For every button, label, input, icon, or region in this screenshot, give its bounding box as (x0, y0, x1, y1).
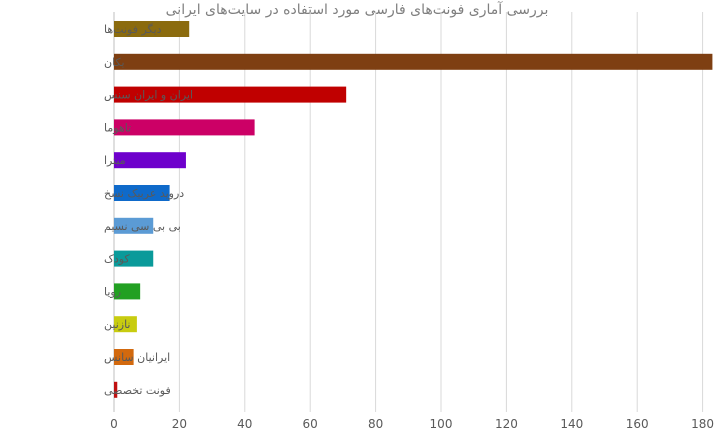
bar (114, 250, 154, 267)
category-label: رویا (104, 285, 121, 298)
x-tick-label: 0 (110, 417, 118, 431)
category-label: یکان (104, 56, 125, 69)
bars (114, 21, 713, 398)
category-label: کودک (104, 253, 130, 266)
category-label: دروید عربیک نسخ (104, 187, 184, 200)
category-labels: دیگر فونت‌ها یکان ایران و ایران سنس تاهوما م… (104, 23, 193, 397)
category-label: ایران و ایران سنس (104, 89, 193, 102)
x-tick-label: 120 (495, 417, 518, 431)
bar (114, 217, 154, 234)
bar (114, 53, 713, 70)
bar (114, 316, 137, 333)
bar (114, 119, 255, 136)
category-label: نازنین (104, 318, 130, 331)
bar (114, 152, 186, 169)
x-tick-label: 160 (626, 417, 649, 431)
bar (114, 86, 347, 103)
gridlines (113, 12, 704, 412)
x-tick-label: 180 (691, 417, 714, 431)
bar (114, 349, 134, 365)
chart-title: بررسی آماری فونت‌های فارسی مورد استفاده … (165, 2, 549, 18)
x-tick-label: 80 (368, 417, 383, 431)
category-label: بی بی سی نسیم (104, 220, 181, 233)
category-label: دیگر فونت‌ها (104, 23, 162, 36)
x-tick-label: 60 (303, 417, 318, 431)
x-tick-label: 100 (430, 417, 453, 431)
category-label: فونت تخصصی (104, 384, 171, 397)
bar (114, 283, 141, 300)
bar (114, 381, 118, 398)
x-tick-label: 140 (560, 417, 583, 431)
bar (114, 185, 170, 201)
x-tick-label: 40 (237, 417, 252, 431)
category-label: تاهوما (104, 121, 131, 134)
bar (114, 21, 190, 37)
category-label: میترا (104, 154, 126, 167)
x-tick-label: 20 (172, 417, 187, 431)
x-tick-labels: 0 20 40 60 80 100 120 140 160 180 (110, 417, 714, 431)
category-label: ایرانیان سانس (104, 351, 170, 364)
